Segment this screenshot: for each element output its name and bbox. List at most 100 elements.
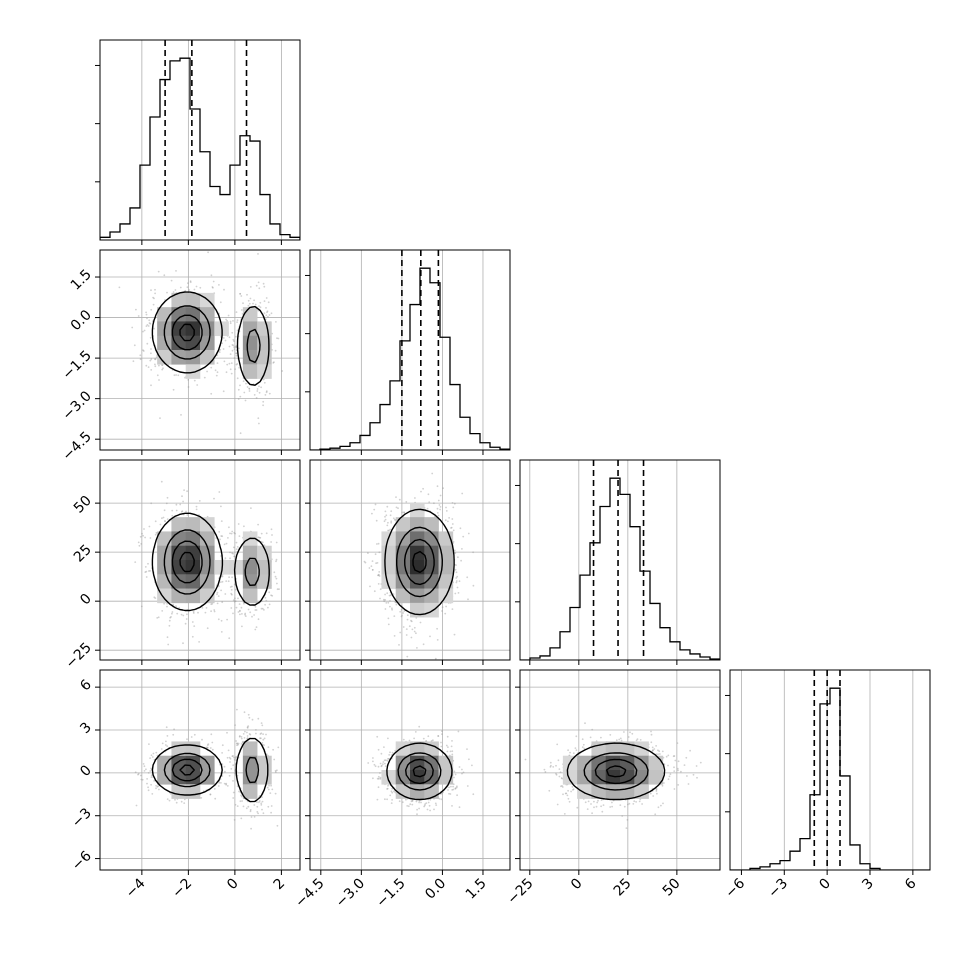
scatter-point: [276, 769, 278, 772]
scatter-point: [218, 491, 221, 493]
scatter-point: [413, 737, 415, 740]
scatter-point: [379, 772, 381, 774]
scatter-point: [157, 270, 160, 273]
scatter-point: [389, 600, 391, 602]
panel-plot-area: [310, 250, 510, 450]
scatter-point: [414, 497, 416, 499]
scatter-point: [231, 585, 233, 588]
scatter-point: [460, 559, 462, 562]
scatter-point: [454, 592, 457, 595]
scatter-point: [205, 607, 208, 609]
scatter-point: [386, 524, 389, 527]
scatter-point: [467, 532, 470, 535]
scatter-point: [145, 576, 148, 578]
scatter-point: [650, 733, 653, 736]
scatter-point: [240, 606, 243, 609]
scatter-point: [258, 801, 260, 804]
scatter-point: [444, 612, 447, 615]
density-cell: [562, 770, 578, 785]
scatter-point: [205, 746, 208, 749]
scatter-point: [425, 802, 428, 804]
density-cell: [634, 741, 649, 757]
scatter-point: [371, 512, 373, 515]
scatter-point: [267, 301, 270, 304]
scatter-point: [163, 602, 165, 605]
scatter-point: [242, 380, 245, 383]
scatter-point: [239, 293, 242, 295]
scatter-point: [386, 788, 388, 790]
scatter-point: [581, 746, 584, 749]
scatter-point: [384, 515, 386, 518]
density-cell: [185, 307, 201, 322]
scatter-point: [243, 602, 245, 605]
scatter-point: [674, 759, 677, 762]
scatter-point: [232, 764, 235, 767]
scatter-point: [174, 289, 177, 291]
scatter-point: [239, 613, 241, 616]
x-tick-label: 25: [611, 876, 635, 900]
scatter-point: [142, 763, 145, 765]
density-cell: [424, 517, 439, 532]
scatter-point: [450, 785, 452, 788]
scatter-point: [239, 384, 241, 387]
scatter-point: [390, 520, 393, 523]
scatter-point: [213, 610, 216, 613]
scatter-point: [225, 580, 228, 582]
contour-line: [151, 291, 270, 386]
scatter-point: [175, 509, 178, 512]
scatter-point: [555, 764, 557, 767]
density-cell: [200, 335, 215, 351]
scatter-point: [251, 718, 254, 721]
scatter-point: [549, 761, 552, 764]
scatter-point: [461, 548, 463, 550]
scatter-point: [593, 806, 595, 809]
scatter-point: [148, 743, 150, 745]
scatter-point: [229, 353, 232, 355]
scatter-point: [248, 388, 251, 390]
scatter-point: [209, 747, 212, 749]
scatter-point: [567, 789, 569, 792]
scatter-point: [266, 311, 268, 314]
scatter-point: [233, 357, 236, 359]
density-cell: [424, 588, 439, 604]
scatter-point: [150, 358, 153, 361]
scatter-point: [673, 755, 676, 757]
scatter-point: [262, 738, 265, 741]
scatter-point: [235, 352, 238, 355]
scatter-point: [244, 615, 247, 617]
density-cell: [242, 350, 258, 365]
scatter-point: [232, 599, 235, 602]
scatter-point: [260, 804, 263, 806]
scatter-point: [228, 637, 231, 640]
scatter-point: [177, 374, 180, 377]
scatter-point: [168, 619, 171, 622]
scatter-point: [178, 606, 181, 609]
scatter-point: [426, 808, 429, 811]
scatter-point: [200, 797, 203, 799]
scatter-point: [147, 325, 150, 327]
scatter-point: [253, 816, 256, 818]
scatter-point: [451, 805, 453, 807]
scatter-point: [182, 642, 184, 645]
scatter-point: [653, 748, 656, 750]
scatter-point: [575, 749, 578, 751]
scatter-point: [184, 376, 186, 379]
scatter-point: [223, 782, 226, 785]
scatter-point: [228, 526, 230, 529]
scatter-point: [451, 523, 454, 525]
scatter-point: [161, 742, 164, 745]
scatter-point: [440, 741, 442, 744]
scatter-point: [431, 472, 434, 475]
contour-line: [405, 758, 434, 785]
scatter-point: [223, 360, 226, 363]
scatter-point: [371, 569, 374, 571]
scatter-point: [262, 400, 265, 403]
scatter-point: [267, 606, 269, 609]
scatter-point: [556, 743, 559, 746]
scatter-point: [389, 794, 392, 797]
density-cell: [185, 292, 201, 308]
scatter-point: [256, 390, 259, 392]
y-tick-label: −3.0: [59, 388, 94, 423]
scatter-point: [390, 790, 393, 793]
scatter-point: [251, 615, 253, 618]
